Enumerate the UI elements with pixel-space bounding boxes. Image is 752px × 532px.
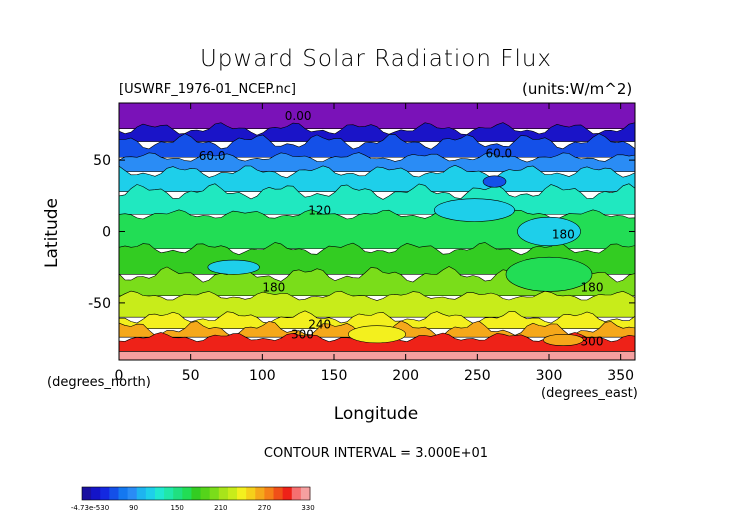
colorbar-swatch xyxy=(237,487,247,500)
colorbar-frame xyxy=(81,486,311,501)
x-tick-label: 150 xyxy=(321,368,348,384)
heatmap-patch xyxy=(505,256,593,292)
y-tick-label: -50 xyxy=(88,296,111,312)
heatmap-patch xyxy=(542,333,584,347)
heatmap-patch xyxy=(517,216,581,247)
contour-label: 300 xyxy=(291,328,314,342)
contour-label: 120 xyxy=(308,203,331,217)
heatmap-band xyxy=(119,209,635,249)
heatmap-band xyxy=(119,164,635,192)
colorbar: -4.73e-530 90 150 210 270 330 xyxy=(71,486,315,512)
axes: 0 50 100 150 200 250 300 350 50 0 -50 xyxy=(88,102,636,384)
colorbar-swatch xyxy=(264,487,275,500)
colorbar-tick-label: -4.73e-530 xyxy=(71,504,109,512)
colorbar-swatch xyxy=(246,487,256,500)
x-tick-label: 0 xyxy=(115,368,124,384)
colorbar-swatch xyxy=(291,487,302,500)
colorbar-swatch xyxy=(200,487,211,500)
x-axis-units-label: (degrees_east) xyxy=(541,386,638,401)
colorbar-swatch xyxy=(91,487,101,500)
colorbar-swatch xyxy=(118,487,129,500)
colorbar-swatch xyxy=(273,487,284,500)
heatmap-band xyxy=(119,290,635,318)
contour-label: 180 xyxy=(581,280,604,294)
units-label: (units:W/m^2) xyxy=(522,80,633,98)
contour-label: 180 xyxy=(262,280,285,294)
heatmap-patch xyxy=(207,259,260,275)
colorbar-swatch xyxy=(227,487,238,500)
colorbar-swatch xyxy=(173,487,183,500)
heatmap-patch xyxy=(348,325,406,344)
contour-label: 60.0 xyxy=(199,149,226,163)
contour-label: 300 xyxy=(581,335,604,349)
heatmap-patch xyxy=(482,175,507,188)
colorbar-swatch xyxy=(218,487,229,500)
colorbar-swatch xyxy=(136,487,147,500)
contour-label: 240 xyxy=(308,318,331,332)
heatmap-band xyxy=(119,122,635,142)
x-axis-label: Longitude xyxy=(333,404,419,424)
heatmap-band xyxy=(119,103,635,129)
colorbar-tick-label: 330 xyxy=(301,504,314,512)
colorbar-swatch xyxy=(82,487,92,500)
heatmap-patch xyxy=(434,198,515,222)
heatmap-band xyxy=(119,310,635,329)
x-tick-label: 50 xyxy=(182,368,200,384)
heatmap-band xyxy=(119,133,635,158)
contour-interval-label: CONTOUR INTERVAL = 3.000E+01 xyxy=(263,446,489,461)
colorbar-swatch xyxy=(145,487,156,500)
x-tick-label: 200 xyxy=(392,368,419,384)
y-axis-units-label: (degrees_north) xyxy=(47,375,151,390)
contour-label: 180 xyxy=(552,228,575,242)
colorbar-tick-label: 270 xyxy=(258,504,271,512)
colorbar-swatch xyxy=(154,487,165,500)
colorbar-swatch xyxy=(182,487,192,500)
x-tick-label: 350 xyxy=(607,368,634,384)
colorbar-tick-label: 90 xyxy=(129,504,138,512)
contour-label: 60.0 xyxy=(485,146,512,160)
colorbar-swatch xyxy=(255,487,265,500)
heatmap-band xyxy=(119,351,635,360)
colorbar-swatch xyxy=(127,487,138,500)
colorbar-swatch xyxy=(209,487,220,500)
colorbar-swatch xyxy=(164,487,174,500)
chart-title: Upward Solar Radiation Flux xyxy=(199,46,553,72)
colorbar-swatch xyxy=(191,487,202,500)
contour-label: 0.00 xyxy=(285,109,312,123)
colorbar-tick-label: 150 xyxy=(171,504,184,512)
colorbar-swatch xyxy=(109,487,119,500)
x-tick-label: 250 xyxy=(464,368,491,384)
colorbar-swatch xyxy=(300,487,311,500)
x-tick-label: 100 xyxy=(249,368,276,384)
colorbar-tick-label: 210 xyxy=(214,504,227,512)
file-label: [USWRF_1976-01_NCEP.nc] xyxy=(119,82,296,97)
x-tick-label: 300 xyxy=(536,368,563,384)
colorbar-swatch xyxy=(100,487,110,500)
y-tick-label: 50 xyxy=(93,153,111,169)
y-tick-label: 0 xyxy=(102,225,111,241)
colorbar-swatch xyxy=(282,487,293,500)
